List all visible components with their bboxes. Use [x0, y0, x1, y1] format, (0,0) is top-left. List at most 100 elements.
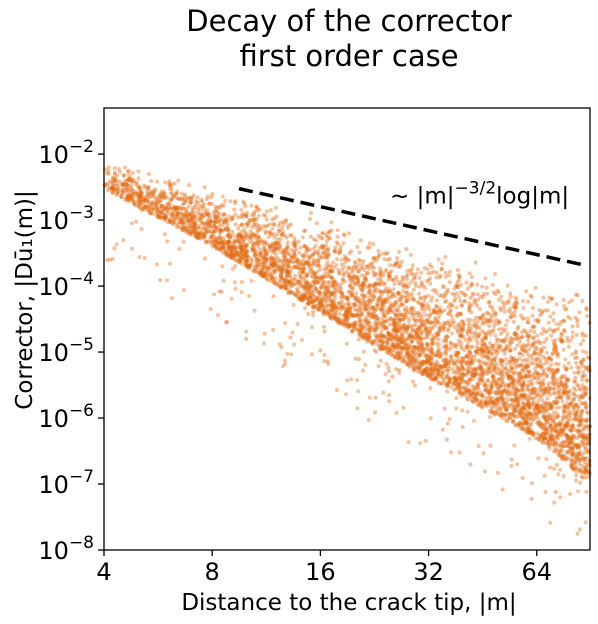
data-point	[571, 466, 576, 471]
data-point	[383, 372, 388, 377]
data-point	[400, 294, 405, 299]
data-point	[574, 443, 579, 448]
data-point	[548, 405, 553, 410]
data-point	[233, 258, 238, 263]
data-point	[481, 451, 486, 456]
data-point	[407, 346, 412, 351]
data-point	[579, 393, 584, 398]
data-point	[492, 311, 497, 316]
data-point	[552, 382, 557, 387]
data-point	[268, 265, 273, 270]
data-point	[318, 284, 323, 289]
data-point	[565, 443, 571, 449]
data-point	[228, 254, 233, 259]
data-point	[379, 290, 384, 295]
data-point	[438, 352, 443, 357]
data-point	[312, 282, 317, 287]
data-point	[539, 405, 544, 410]
data-point	[431, 307, 436, 312]
data-point	[408, 356, 413, 361]
data-point	[297, 279, 302, 284]
data-point	[245, 248, 250, 253]
data-point	[244, 336, 249, 341]
data-point	[573, 375, 578, 380]
data-point	[544, 350, 550, 355]
data-point	[337, 285, 342, 290]
data-point	[554, 462, 560, 467]
data-point	[349, 249, 354, 254]
data-point	[454, 353, 459, 358]
data-point	[301, 295, 306, 300]
data-point	[297, 250, 302, 255]
data-point	[350, 287, 355, 292]
data-point	[388, 316, 393, 321]
data-point	[420, 350, 425, 355]
data-point	[570, 423, 575, 428]
data-point	[432, 335, 437, 340]
data-point	[210, 192, 215, 197]
data-point	[551, 441, 556, 447]
data-point	[570, 417, 575, 422]
data-point	[422, 369, 427, 374]
data-point	[437, 293, 442, 298]
data-point	[550, 427, 556, 432]
data-point	[516, 379, 521, 384]
data-point	[427, 358, 432, 363]
chart-title-line1: Decay of the corrector	[186, 4, 512, 38]
data-point	[371, 340, 376, 345]
data-point	[530, 391, 535, 396]
data-point	[479, 343, 484, 348]
data-point	[374, 325, 379, 330]
data-point	[325, 248, 330, 253]
data-point	[460, 424, 465, 430]
data-point	[265, 268, 270, 273]
data-point	[549, 358, 554, 363]
data-point	[229, 253, 234, 258]
data-point	[384, 297, 389, 302]
data-point	[483, 361, 488, 366]
data-point	[213, 204, 219, 210]
data-point	[547, 417, 552, 422]
data-point	[470, 372, 475, 377]
data-point	[237, 240, 242, 245]
data-point	[142, 198, 148, 203]
data-point	[548, 426, 553, 431]
data-point	[480, 340, 485, 345]
data-point	[544, 336, 549, 341]
data-point	[564, 444, 569, 449]
data-point	[553, 489, 558, 495]
data-point	[316, 233, 321, 238]
data-point	[309, 266, 314, 271]
data-point	[149, 190, 154, 195]
data-point	[349, 377, 354, 382]
data-point	[501, 412, 506, 417]
data-point	[480, 405, 485, 410]
data-point	[247, 239, 252, 244]
data-point	[369, 324, 374, 329]
data-point	[443, 357, 448, 362]
data-point	[458, 387, 463, 392]
data-point	[286, 251, 291, 256]
data-point	[320, 282, 325, 287]
data-point	[309, 325, 315, 330]
data-point	[504, 335, 509, 340]
data-point	[192, 220, 197, 225]
data-point	[526, 410, 531, 416]
data-point	[498, 413, 503, 418]
data-point	[349, 322, 354, 328]
data-point	[487, 341, 493, 346]
data-point	[208, 218, 213, 223]
data-point	[110, 190, 115, 195]
data-point	[564, 422, 570, 427]
data-point	[192, 228, 197, 233]
data-point	[427, 312, 432, 317]
data-point	[520, 395, 525, 400]
data-point	[531, 351, 537, 356]
data-point	[373, 395, 378, 400]
data-point	[534, 362, 540, 367]
data-point	[484, 401, 489, 406]
data-point	[564, 394, 569, 399]
data-point	[259, 250, 264, 255]
data-point	[390, 374, 395, 379]
data-point	[545, 439, 551, 444]
